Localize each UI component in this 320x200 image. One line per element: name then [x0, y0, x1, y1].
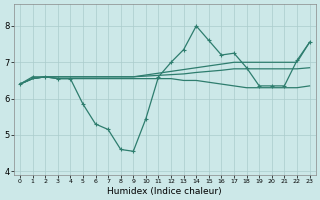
X-axis label: Humidex (Indice chaleur): Humidex (Indice chaleur) [108, 187, 222, 196]
